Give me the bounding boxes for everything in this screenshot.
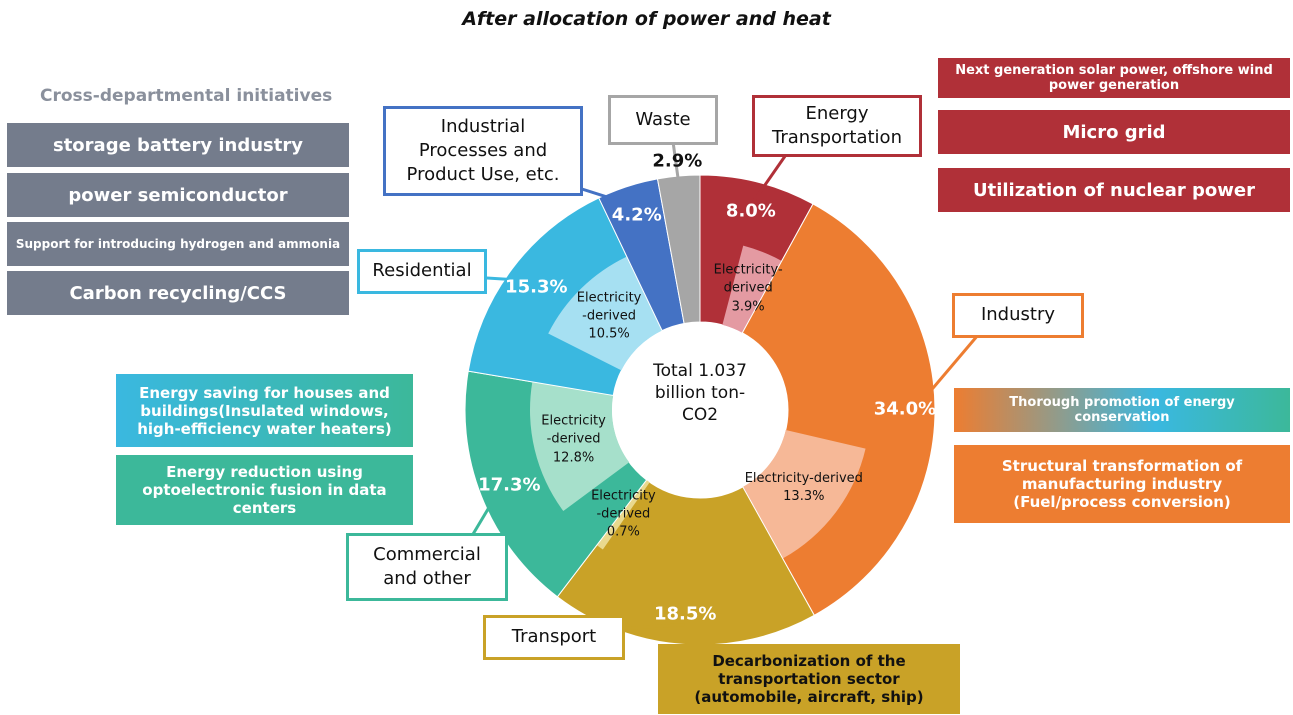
inner-label: Electricity -derived 10.5%: [574, 290, 644, 345]
measure: Decarbonization of the transportation se…: [658, 644, 960, 714]
initiatives-heading: Cross-departmental initiatives: [40, 86, 333, 106]
value-label: 2.9%: [652, 150, 703, 172]
measure: Next generation solar power, offshore wi…: [938, 58, 1290, 98]
electricity-sector: [722, 245, 782, 333]
initiative: Support for introducing hydrogen and amm…: [7, 222, 349, 266]
category-callout: Residential: [357, 249, 487, 294]
inner-name: Electricity-derived: [744, 471, 863, 487]
value-label: 18.5%: [653, 603, 717, 625]
chart-title: After allocation of power and heat: [462, 8, 831, 30]
electricity-sector: [596, 479, 650, 550]
initiative: power semiconductor: [7, 173, 349, 217]
measure: Energy reduction using optoelectronic fu…: [116, 455, 413, 525]
inner-value: 13.3%: [783, 489, 825, 505]
electricity-sector: [548, 256, 663, 371]
inner-value: 10.5%: [588, 327, 630, 343]
inner-label: Electricity-derived 3.9%: [713, 262, 783, 317]
inner-value: 12.8%: [552, 450, 595, 466]
center-label: Total 1.037 billion ton-CO2: [653, 361, 747, 426]
measure: Thorough promotion of energy conservatio…: [954, 388, 1290, 432]
callout-pointer: [913, 325, 987, 411]
inner-name: Electricity-derived: [713, 262, 783, 297]
value-label: 4.2%: [611, 204, 662, 226]
inner-name: Electricity -derived: [576, 290, 642, 324]
initiative: storage battery industry: [7, 123, 349, 167]
inner-label: Electricity -derived 0.7%: [588, 488, 658, 543]
measure: Energy saving for houses and buildings(I…: [116, 374, 413, 447]
inner-value: 3.9%: [731, 299, 765, 315]
electricity-sector: [742, 429, 866, 559]
value-label: 15.3%: [505, 276, 568, 298]
inner-label: Electricity-derived 13.3%: [739, 470, 869, 506]
category-callout: Industry: [952, 293, 1084, 338]
electricity-sector: [530, 381, 630, 512]
inner-label: Electricity -derived 12.8%: [539, 413, 609, 468]
value-label: 8.0%: [725, 200, 776, 222]
inner-value: 0.7%: [606, 525, 640, 541]
center-hole: [612, 322, 788, 498]
category-callout: Commercial and other: [346, 533, 508, 601]
measure: Micro grid: [938, 110, 1290, 154]
value-label: 17.3%: [478, 474, 541, 496]
value-label: 34.0%: [873, 398, 937, 420]
category-callout: Waste: [608, 95, 718, 145]
category-callout: Energy Transportation: [752, 95, 922, 157]
measure: Utilization of nuclear power: [938, 168, 1290, 212]
measure: Structural transformation of manufacturi…: [954, 445, 1290, 523]
inner-name: Electricity -derived: [541, 414, 606, 448]
category-callout: Transport: [483, 615, 625, 660]
inner-name: Electricity -derived: [591, 488, 656, 522]
initiative: Carbon recycling/CCS: [7, 271, 349, 315]
category-callout: Industrial Processes and Product Use, et…: [383, 106, 583, 196]
